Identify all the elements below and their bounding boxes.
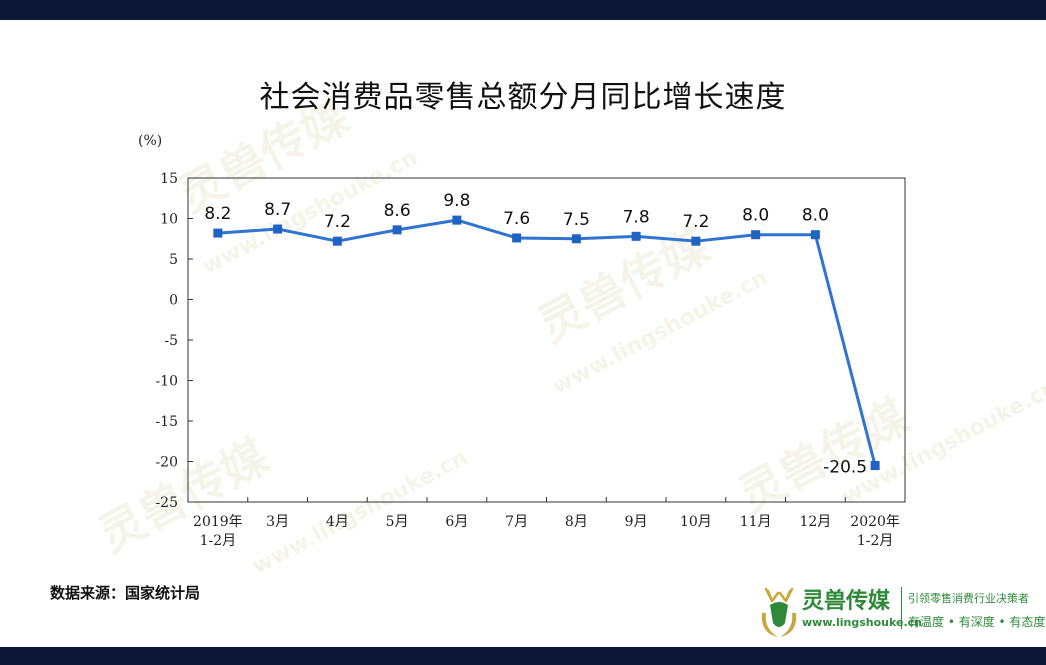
data-point [810,230,820,240]
x-tick-label: 2019年 [193,514,243,530]
y-tick-label: 10 [160,212,178,228]
x-tick-label: 2020年 [850,514,900,530]
brand-block: 灵兽传媒 www.lingshouke.cn 引领零售消费行业决策者 有温度 •… [758,583,1046,643]
x-tick-label: 11月 [740,514,772,530]
brand-slogan-1: 引领零售消费行业决策者 [908,592,1029,605]
brand-slogan-2: 有温度 • 有深度 • 有态度 [908,615,1046,629]
data-label: 7.6 [503,209,530,229]
x-tick-label: 1-2月 [200,533,237,549]
data-source: 数据来源：国家统计局 [50,584,201,602]
y-tick-label: 5 [169,252,178,268]
data-point [273,224,283,234]
x-tick-label: 5月 [386,514,409,530]
data-label: 8.7 [264,200,291,220]
x-tick-label: 10月 [680,514,712,530]
chart-title: 社会消费品零售总额分月同比增长速度 [259,80,787,115]
bottom-bar [0,647,1046,665]
deer-logo-icon [761,587,797,637]
series-line [217,218,877,466]
data-label: 8.2 [204,204,231,224]
data-point [631,231,641,241]
data-point [392,225,402,235]
data-label: 9.8 [443,191,470,211]
brand-url: www.lingshouke.cn [802,616,922,629]
y-tick-label: -15 [155,414,178,430]
x-tick-label: 1-2月 [857,533,894,549]
brand-divider [901,587,902,629]
data-point [751,230,761,240]
data-label: -20.5 [823,458,867,478]
x-tick-label: 9月 [625,514,648,530]
data-point [332,236,342,246]
x-tick-label: 4月 [326,514,349,530]
data-point [213,228,223,238]
brand-name: 灵兽传媒 [802,589,891,614]
y-tick-label: 15 [160,171,178,187]
data-label: 8.6 [384,201,411,221]
data-label: 7.2 [682,212,709,232]
y-tick-label: 0 [169,293,178,309]
data-label: 8.0 [742,206,769,226]
y-tick-label: -10 [155,374,178,390]
data-point [691,236,701,246]
y-tick-label: -5 [164,333,178,349]
x-tick-label: 8月 [565,514,588,530]
data-label: 7.5 [563,210,590,230]
data-label: 8.0 [802,206,829,226]
data-label: 7.2 [324,212,351,232]
data-point [452,215,462,225]
x-tick-label: 3月 [266,514,289,530]
top-bar [0,0,1046,20]
data-point [571,234,581,244]
y-axis-unit: (%) [138,133,163,149]
y-tick-label: -25 [155,495,178,511]
data-point [870,461,880,471]
y-tick-label: -20 [155,455,178,471]
x-tick-label: 12月 [799,514,831,530]
data-label: 7.8 [623,207,650,227]
plot-area-frame [187,177,906,503]
x-tick-label: 7月 [505,514,528,530]
data-point [512,233,522,243]
x-tick-label: 6月 [445,514,468,530]
